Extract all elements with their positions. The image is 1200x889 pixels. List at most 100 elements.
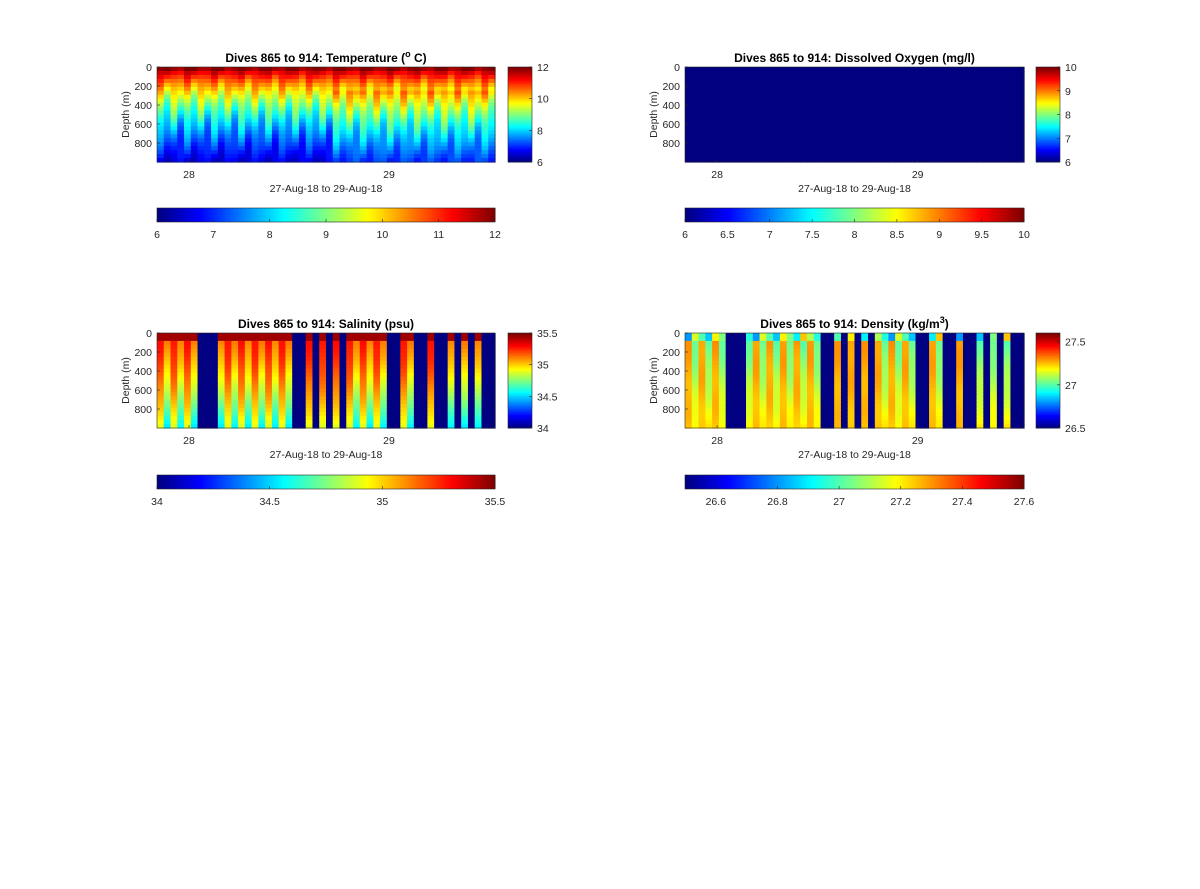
heatmap-cell: [353, 416, 361, 421]
heatmap-cell: [773, 364, 781, 370]
heatmap-cell: [353, 126, 361, 131]
heatmap-cell: [881, 150, 889, 155]
heatmap-cell: [434, 348, 442, 354]
heatmap-cell: [732, 142, 740, 147]
heatmap-cell: [211, 82, 219, 88]
heatmap-cell: [725, 364, 734, 370]
heatmap-cell: [454, 344, 462, 350]
heatmap-cell: [434, 78, 442, 84]
heatmap-cell: [779, 118, 788, 124]
heatmap-cell: [400, 392, 408, 397]
heatmap-cell: [718, 102, 727, 108]
heatmap-cell: [326, 122, 334, 127]
heatmap-cell: [474, 78, 483, 84]
heatmap-cell: [881, 74, 889, 80]
colorbar-segment: [455, 475, 459, 489]
heatmap-cell: [393, 384, 401, 390]
heatmap-cell: [211, 356, 219, 362]
heatmap-cell: [779, 352, 788, 358]
colorbar-segment: [1036, 98, 1060, 101]
heatmap-cell: [691, 138, 700, 143]
heatmap-cell: [197, 122, 205, 127]
colorbar-segment: [455, 208, 459, 222]
heatmap-cell: [258, 70, 266, 76]
heatmap-cell: [874, 67, 883, 72]
heatmap-cell: [685, 154, 693, 159]
heatmap-cell: [976, 70, 984, 76]
heatmap-cell: [725, 114, 734, 120]
heatmap-cell: [278, 134, 287, 139]
colorbar-segment: [714, 208, 718, 222]
heatmap-cell: [393, 416, 401, 421]
heatmap-cell: [481, 90, 489, 96]
heatmap-cell: [834, 384, 842, 390]
heatmap-cell: [739, 412, 747, 417]
heatmap-cell: [359, 102, 368, 108]
heatmap-cell: [400, 372, 408, 378]
heatmap-cell: [935, 146, 944, 151]
heatmap-cell: [705, 404, 713, 409]
heatmap-cell: [184, 372, 192, 378]
heatmap-cell: [359, 118, 368, 124]
heatmap-cell: [861, 146, 869, 151]
heatmap-cell: [319, 336, 327, 342]
heatmap-cell: [685, 376, 693, 382]
heatmap-cell: [170, 138, 178, 143]
heatmap-cell: [420, 114, 428, 120]
heatmap-cell: [413, 360, 422, 366]
heatmap-cell: [705, 360, 713, 366]
heatmap-cell: [224, 118, 232, 124]
heatmap-cell: [271, 82, 280, 88]
heatmap-cell: [305, 70, 314, 76]
heatmap-cell: [238, 110, 246, 116]
heatmap-cell: [888, 67, 896, 72]
heatmap-cell: [705, 106, 713, 112]
colorbar-segment: [365, 208, 369, 222]
heatmap-cell: [739, 122, 747, 127]
heatmap-cell: [353, 74, 361, 80]
heatmap-cell: [976, 122, 984, 127]
heatmap-cell: [285, 142, 293, 147]
colorbar-segment: [981, 208, 985, 222]
heatmap-cell: [800, 384, 808, 390]
heatmap-cell: [705, 122, 713, 127]
heatmap-cell: [305, 333, 314, 338]
heatmap-cell: [454, 412, 462, 417]
heatmap-cell: [800, 388, 808, 393]
heatmap-cell: [949, 142, 957, 147]
heatmap-cell: [407, 404, 415, 409]
heatmap-cell: [874, 340, 883, 346]
heatmap-cell: [157, 142, 165, 147]
heatmap-cell: [184, 333, 192, 338]
heatmap-cell: [244, 122, 253, 127]
heatmap-cell: [359, 356, 368, 362]
heatmap-cell: [400, 114, 408, 120]
heatmap-cell: [238, 400, 246, 405]
heatmap-cell: [752, 356, 761, 362]
side-colorbar-tick-label: 34.5: [537, 391, 558, 403]
heatmap-cell: [481, 70, 489, 76]
heatmap-cell: [786, 126, 795, 131]
colorbar-segment: [386, 208, 390, 222]
heatmap-cell: [184, 336, 192, 342]
heatmap-cell: [454, 348, 462, 354]
heatmap-cell: [820, 158, 828, 163]
heatmap-cell: [258, 336, 266, 342]
heatmap-cell: [718, 94, 727, 100]
colorbar-segment: [508, 364, 532, 367]
heatmap-cell: [820, 110, 828, 116]
heatmap-cell: [786, 420, 795, 425]
y-tick-label: 400: [662, 100, 680, 112]
heatmap-cell: [427, 90, 435, 96]
heatmap-cell: [881, 146, 889, 151]
heatmap-cell: [813, 368, 822, 374]
heatmap-cell: [827, 404, 835, 409]
heatmap-cell: [732, 90, 740, 96]
heatmap-cell: [962, 126, 971, 131]
heatmap-cell: [739, 388, 747, 393]
heatmap-cell: [292, 376, 300, 382]
heatmap-cell: [779, 78, 788, 84]
heatmap-cell: [339, 416, 347, 421]
x-tick-label: 29: [383, 169, 395, 181]
heatmap-cell: [434, 82, 442, 88]
